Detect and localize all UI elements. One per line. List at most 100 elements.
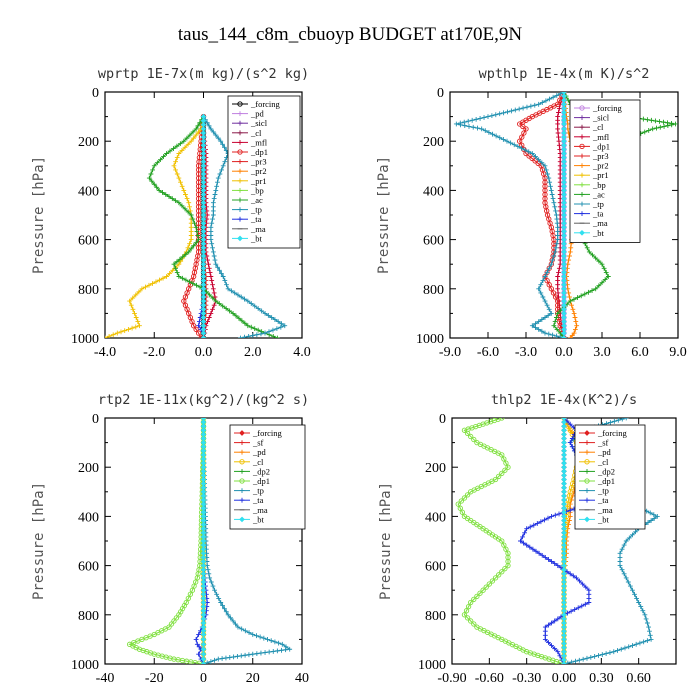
data-point (262, 330, 268, 336)
legend-item: _bp (232, 185, 264, 195)
legend-marker (584, 430, 590, 436)
data-point (287, 646, 293, 652)
legend-marker (579, 201, 585, 207)
data-point (615, 648, 620, 653)
legend-marker (237, 130, 243, 136)
data-point (644, 638, 650, 644)
legend-item: _dp1 (232, 147, 268, 157)
data-point (555, 563, 561, 568)
data-point (151, 163, 157, 169)
data-point (545, 313, 551, 318)
data-point (176, 175, 182, 181)
x-tick-label: 2.0 (244, 345, 262, 360)
data-point (239, 318, 245, 324)
legend-marker (237, 207, 243, 212)
data-point (575, 605, 581, 611)
data-point (171, 146, 176, 151)
data-point (599, 652, 605, 657)
data-point (617, 550, 623, 556)
legend-marker (579, 105, 585, 111)
data-point (542, 298, 548, 304)
data-point (520, 534, 525, 540)
legend-label: _cl (250, 128, 262, 138)
legend-marker (584, 488, 590, 493)
data-point (583, 584, 589, 590)
data-point (554, 216, 560, 222)
data-point (257, 634, 263, 640)
data-point (245, 298, 251, 304)
legend-item: _tp (574, 199, 604, 209)
data-point (548, 183, 553, 189)
legend-label: _dp2 (252, 466, 270, 476)
data-point (564, 569, 570, 575)
data-point (654, 125, 659, 131)
data-point (255, 306, 261, 311)
data-point (196, 632, 201, 637)
x-tick-label: 0.60 (626, 671, 651, 686)
data-point (556, 110, 561, 115)
data-point (540, 278, 546, 283)
data-point (489, 578, 496, 584)
x-tick-label: -4.0 (94, 345, 116, 360)
data-point (483, 584, 489, 590)
data-point (208, 274, 214, 279)
data-point (621, 542, 627, 548)
data-point (210, 583, 216, 589)
x-tick-label: -2.0 (143, 345, 165, 360)
data-point (258, 331, 264, 337)
data-point (546, 265, 552, 271)
x-tick-label: -40 (96, 671, 115, 686)
data-point (468, 618, 474, 624)
panel-4: thlp2 1E-4x(K^2)/s Pressure [hPa] 0 200 400 6… (378, 392, 677, 686)
data-point (235, 653, 240, 659)
data-point (615, 418, 621, 423)
data-point (193, 126, 199, 132)
data-point (485, 114, 491, 119)
legend-label: _ma (252, 505, 268, 515)
legend-marker (237, 188, 243, 193)
data-point (640, 608, 646, 614)
data-point (266, 649, 272, 655)
data-point (657, 124, 663, 130)
data-point (548, 286, 554, 292)
data-point (508, 140, 514, 146)
data-point (524, 542, 530, 548)
data-point (505, 464, 511, 470)
data-point (173, 159, 178, 165)
data-point (248, 324, 254, 330)
data-point (464, 430, 471, 437)
data-point (174, 171, 180, 177)
data-point (210, 282, 215, 288)
data-point (188, 233, 194, 238)
data-point (549, 643, 554, 648)
legend-label: _sf (597, 438, 609, 448)
data-point (549, 620, 554, 626)
data-point (527, 544, 533, 550)
data-point (596, 283, 602, 289)
figure-title: taus_144_c8m_cbuoyp BUDGET at170E,9N (178, 24, 523, 45)
data-point (146, 175, 152, 181)
panel-title: wpthlp 1E-4x(m K)/s^2 (479, 66, 650, 82)
y-tick-label: 800 (78, 283, 99, 298)
data-point (150, 167, 156, 173)
data-point (512, 107, 518, 113)
data-point (176, 274, 182, 279)
series-ac (146, 114, 280, 338)
data-point (607, 420, 613, 425)
data-point (246, 630, 252, 636)
data-point (536, 157, 542, 163)
data-point (167, 148, 173, 154)
legend-item: _sf (579, 438, 609, 448)
data-point (649, 117, 654, 123)
data-point (196, 651, 201, 657)
data-point (502, 467, 508, 473)
data-point (617, 563, 623, 568)
data-point (547, 96, 552, 102)
legend-label: _tp (252, 486, 264, 496)
data-point (188, 138, 194, 144)
legend-item: _cl (579, 457, 609, 467)
series-pr1 (105, 114, 206, 338)
data-point (471, 596, 477, 603)
data-point (633, 641, 639, 647)
